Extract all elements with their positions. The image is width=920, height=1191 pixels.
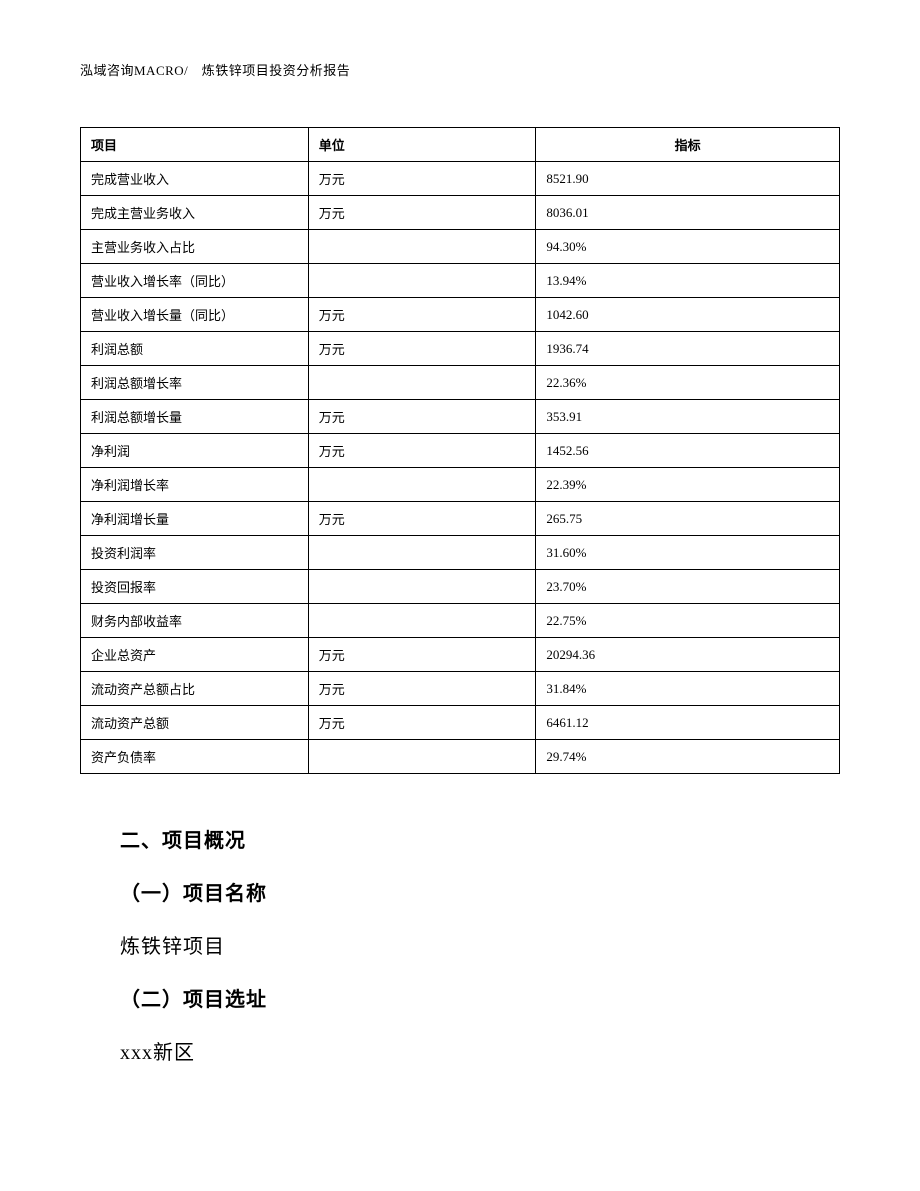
table-row: 利润总额增长量 万元 353.91 bbox=[81, 400, 840, 434]
cell-item: 流动资产总额占比 bbox=[81, 672, 309, 706]
cell-unit: 万元 bbox=[308, 706, 536, 740]
section-heading: 二、项目概况 bbox=[120, 824, 840, 853]
cell-value: 1936.74 bbox=[536, 332, 840, 366]
cell-unit: 万元 bbox=[308, 332, 536, 366]
paragraph-text: xxx新区 bbox=[120, 1036, 840, 1065]
cell-item: 营业收入增长率（同比） bbox=[81, 264, 309, 298]
cell-unit: 万元 bbox=[308, 196, 536, 230]
table-row: 财务内部收益率 22.75% bbox=[81, 604, 840, 638]
table-row: 完成主营业务收入 万元 8036.01 bbox=[81, 196, 840, 230]
cell-value: 20294.36 bbox=[536, 638, 840, 672]
cell-unit bbox=[308, 740, 536, 774]
page-header: 泓域咨询MACRO/ 炼铁锌项目投资分析报告 bbox=[80, 60, 840, 79]
cell-value: 31.60% bbox=[536, 536, 840, 570]
cell-item: 主营业务收入占比 bbox=[81, 230, 309, 264]
cell-value: 23.70% bbox=[536, 570, 840, 604]
cell-unit: 万元 bbox=[308, 400, 536, 434]
cell-unit bbox=[308, 264, 536, 298]
cell-value: 13.94% bbox=[536, 264, 840, 298]
cell-item: 企业总资产 bbox=[81, 638, 309, 672]
document-body: 二、项目概况 （一）项目名称 炼铁锌项目 （二）项目选址 xxx新区 bbox=[80, 824, 840, 1065]
table-row: 利润总额 万元 1936.74 bbox=[81, 332, 840, 366]
table-row: 净利润增长率 22.39% bbox=[81, 468, 840, 502]
cell-item: 利润总额增长率 bbox=[81, 366, 309, 400]
cell-value: 94.30% bbox=[536, 230, 840, 264]
cell-value: 1452.56 bbox=[536, 434, 840, 468]
table-row: 投资利润率 31.60% bbox=[81, 536, 840, 570]
cell-item: 净利润增长率 bbox=[81, 468, 309, 502]
table-row: 净利润 万元 1452.56 bbox=[81, 434, 840, 468]
cell-unit: 万元 bbox=[308, 502, 536, 536]
table-row: 资产负债率 29.74% bbox=[81, 740, 840, 774]
table-header-row: 项目 单位 指标 bbox=[81, 128, 840, 162]
cell-unit bbox=[308, 366, 536, 400]
table-row: 流动资产总额占比 万元 31.84% bbox=[81, 672, 840, 706]
cell-item: 完成主营业务收入 bbox=[81, 196, 309, 230]
cell-item: 流动资产总额 bbox=[81, 706, 309, 740]
cell-item: 财务内部收益率 bbox=[81, 604, 309, 638]
cell-unit: 万元 bbox=[308, 434, 536, 468]
cell-value: 29.74% bbox=[536, 740, 840, 774]
cell-item: 投资利润率 bbox=[81, 536, 309, 570]
cell-unit bbox=[308, 604, 536, 638]
subsection-heading: （二）项目选址 bbox=[120, 983, 840, 1012]
col-header-value: 指标 bbox=[536, 128, 840, 162]
cell-value: 6461.12 bbox=[536, 706, 840, 740]
cell-item: 完成营业收入 bbox=[81, 162, 309, 196]
cell-unit bbox=[308, 468, 536, 502]
cell-item: 投资回报率 bbox=[81, 570, 309, 604]
col-header-item: 项目 bbox=[81, 128, 309, 162]
cell-value: 265.75 bbox=[536, 502, 840, 536]
financial-indicators-table: 项目 单位 指标 完成营业收入 万元 8521.90 完成主营业务收入 万元 8… bbox=[80, 127, 840, 774]
cell-value: 353.91 bbox=[536, 400, 840, 434]
cell-value: 22.39% bbox=[536, 468, 840, 502]
table-row: 主营业务收入占比 94.30% bbox=[81, 230, 840, 264]
paragraph-text: 炼铁锌项目 bbox=[120, 930, 840, 959]
table-row: 流动资产总额 万元 6461.12 bbox=[81, 706, 840, 740]
cell-value: 22.75% bbox=[536, 604, 840, 638]
cell-value: 8036.01 bbox=[536, 196, 840, 230]
table-row: 投资回报率 23.70% bbox=[81, 570, 840, 604]
table-row: 营业收入增长率（同比） 13.94% bbox=[81, 264, 840, 298]
cell-value: 22.36% bbox=[536, 366, 840, 400]
cell-item: 净利润 bbox=[81, 434, 309, 468]
table-row: 净利润增长量 万元 265.75 bbox=[81, 502, 840, 536]
table-row: 营业收入增长量（同比） 万元 1042.60 bbox=[81, 298, 840, 332]
cell-item: 净利润增长量 bbox=[81, 502, 309, 536]
cell-unit: 万元 bbox=[308, 638, 536, 672]
cell-item: 营业收入增长量（同比） bbox=[81, 298, 309, 332]
cell-unit: 万元 bbox=[308, 162, 536, 196]
cell-item: 资产负债率 bbox=[81, 740, 309, 774]
document-page: 泓域咨询MACRO/ 炼铁锌项目投资分析报告 项目 单位 指标 完成营业收入 万… bbox=[0, 0, 920, 1129]
col-header-unit: 单位 bbox=[308, 128, 536, 162]
table-row: 完成营业收入 万元 8521.90 bbox=[81, 162, 840, 196]
cell-unit bbox=[308, 570, 536, 604]
cell-unit bbox=[308, 230, 536, 264]
cell-value: 31.84% bbox=[536, 672, 840, 706]
subsection-heading: （一）项目名称 bbox=[120, 877, 840, 906]
cell-value: 8521.90 bbox=[536, 162, 840, 196]
table-row: 利润总额增长率 22.36% bbox=[81, 366, 840, 400]
table-row: 企业总资产 万元 20294.36 bbox=[81, 638, 840, 672]
cell-unit: 万元 bbox=[308, 298, 536, 332]
cell-item: 利润总额 bbox=[81, 332, 309, 366]
cell-unit bbox=[308, 536, 536, 570]
cell-value: 1042.60 bbox=[536, 298, 840, 332]
cell-unit: 万元 bbox=[308, 672, 536, 706]
cell-item: 利润总额增长量 bbox=[81, 400, 309, 434]
